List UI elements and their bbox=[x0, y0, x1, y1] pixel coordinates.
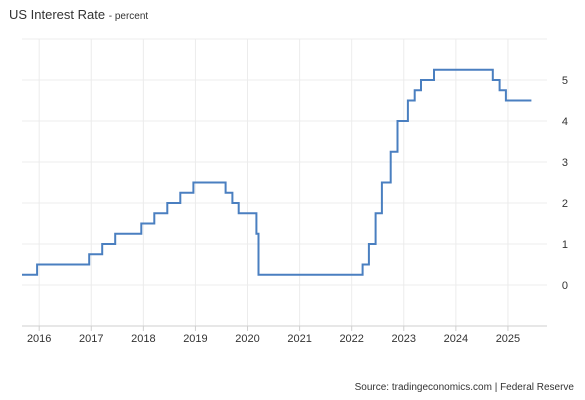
chart-subtitle: - percent bbox=[108, 11, 149, 22]
y-tick-label: 0 bbox=[562, 280, 568, 292]
x-tick-label: 2020 bbox=[235, 333, 259, 345]
y-tick-label: 4 bbox=[562, 116, 568, 128]
chart-title: US Interest Rate - percent bbox=[9, 7, 148, 22]
x-tick-label: 2024 bbox=[444, 333, 468, 345]
x-tick-label: 2023 bbox=[392, 333, 416, 345]
y-tick-label: 1 bbox=[562, 239, 568, 251]
x-tick-label: 2022 bbox=[339, 333, 363, 345]
y-tick-label: 2 bbox=[562, 198, 568, 210]
x-tick-label: 2019 bbox=[183, 333, 207, 345]
y-tick-label: 3 bbox=[562, 157, 568, 169]
series-line bbox=[22, 68, 532, 276]
x-tick-label: 2018 bbox=[131, 333, 155, 345]
chart-title-text: US Interest Rate bbox=[9, 7, 106, 22]
x-tick-label: 2025 bbox=[496, 333, 520, 345]
source-note: Source: tradingeconomics.com | Federal R… bbox=[354, 382, 574, 393]
x-tick-label: 2017 bbox=[79, 333, 103, 345]
x-tick-label: 2021 bbox=[287, 333, 311, 345]
x-tick-label: 2016 bbox=[27, 333, 51, 345]
y-tick-label: 5 bbox=[562, 75, 568, 87]
